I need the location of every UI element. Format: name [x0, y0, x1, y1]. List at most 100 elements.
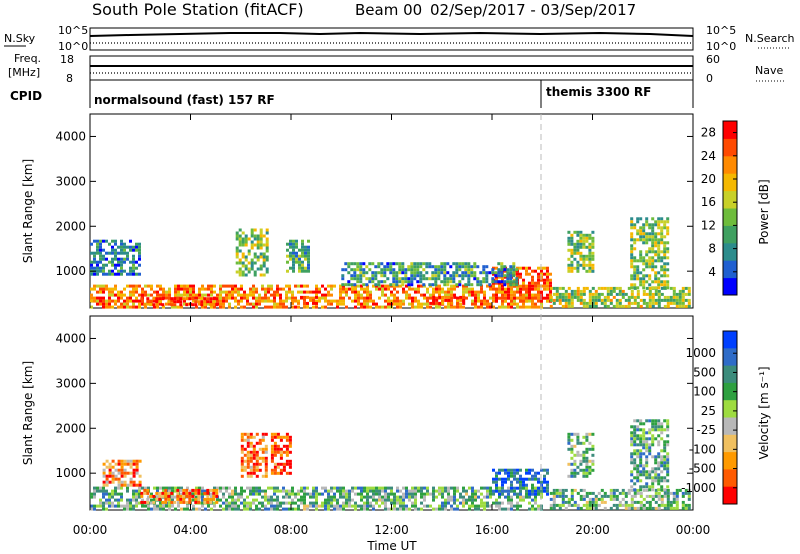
data-cell: [297, 301, 300, 305]
data-cell: [276, 302, 279, 306]
data-cell: [467, 277, 471, 281]
data-cell: [288, 492, 291, 496]
data-cell: [381, 305, 384, 309]
data-cell: [672, 295, 676, 299]
data-cell: [519, 299, 522, 303]
data-cell: [345, 489, 348, 493]
data-cell: [570, 269, 574, 273]
colorbar-swatch: [723, 155, 737, 174]
data-cell: [288, 501, 291, 505]
data-cell: [366, 305, 369, 309]
data-cell: [206, 488, 210, 492]
data-cell: [666, 470, 670, 474]
data-cell: [660, 428, 664, 432]
data-cell: [102, 248, 105, 252]
data-cell: [372, 299, 375, 303]
data-cell: [570, 233, 574, 237]
data-cell: [411, 501, 414, 505]
data-cell: [182, 494, 186, 498]
data-cell: [483, 290, 486, 294]
data-cell: [153, 486, 156, 490]
data-cell: [276, 447, 280, 451]
data-cell: [639, 434, 643, 438]
data-cell: [212, 303, 216, 307]
data-cell: [467, 262, 471, 266]
data-cell: [179, 494, 183, 498]
data-cell: [642, 262, 646, 266]
data-cell: [90, 263, 93, 267]
data-cell: [292, 245, 295, 249]
data-cell: [240, 495, 243, 499]
data-cell: [243, 453, 247, 457]
data-cell: [377, 280, 381, 284]
data-cell: [249, 432, 253, 436]
data-cell: [158, 494, 162, 498]
data-cell: [384, 299, 387, 303]
data-cell: [201, 495, 204, 499]
data-cell: [259, 255, 263, 259]
data-cell: [176, 491, 180, 495]
data-cell: [279, 501, 282, 505]
data-cell: [295, 260, 298, 264]
data-cell: [249, 465, 253, 469]
data-cell: [360, 305, 363, 309]
data-cell: [135, 465, 139, 469]
data-cell: [155, 300, 159, 304]
data-cell: [240, 501, 243, 505]
data-cell: [250, 240, 254, 244]
data-cell: [126, 486, 129, 490]
data-cell: [93, 257, 96, 261]
data-cell: [501, 299, 504, 303]
data-cell: [642, 229, 646, 233]
data-cell: [498, 495, 501, 499]
data-cell: [663, 283, 667, 287]
data-cell: [410, 262, 414, 266]
data-cell: [132, 459, 136, 463]
data-cell: [405, 293, 408, 297]
data-cell: [512, 274, 516, 278]
data-cell: [482, 268, 486, 272]
data-cell: [398, 277, 402, 281]
data-cell: [501, 293, 504, 297]
data-cell: [443, 271, 447, 275]
data-cell: [120, 293, 123, 297]
data-cell: [279, 456, 283, 460]
data-cell: [282, 465, 286, 469]
data-cell: [663, 241, 667, 245]
data-cell: [636, 434, 640, 438]
data-cell: [240, 456, 244, 460]
data-cell: [447, 492, 450, 496]
data-cell: [639, 259, 643, 263]
data-cell: [111, 260, 114, 264]
data-cell: [483, 302, 486, 306]
data-cell: [144, 290, 147, 294]
velocity-ylabel: Slant Range [km]: [21, 361, 35, 465]
data-cell: [347, 280, 351, 284]
data-cell: [537, 287, 540, 291]
data-cell: [362, 271, 366, 275]
data-cell: [447, 501, 450, 505]
data-cell: [292, 251, 295, 255]
data-cell: [603, 286, 607, 290]
data-cell: [264, 456, 268, 460]
data-cell: [256, 243, 260, 247]
data-cell: [253, 243, 257, 247]
data-cell: [576, 432, 580, 436]
data-cell: [582, 459, 586, 463]
data-cell: [96, 248, 99, 252]
data-cell: [510, 486, 513, 490]
data-cell: [206, 491, 210, 495]
data-cell: [292, 266, 295, 270]
data-cell: [105, 498, 108, 502]
data-cell: [648, 476, 652, 480]
data-cell: [660, 238, 664, 242]
data-cell: [588, 298, 592, 302]
data-cell: [552, 497, 556, 501]
data-cell: [231, 296, 234, 300]
data-cell: [341, 274, 345, 278]
data-cell: [534, 495, 537, 499]
data-cell: [191, 303, 195, 307]
data-cell: [143, 491, 147, 495]
data-cell: [90, 251, 93, 255]
data-cell: [570, 456, 574, 460]
